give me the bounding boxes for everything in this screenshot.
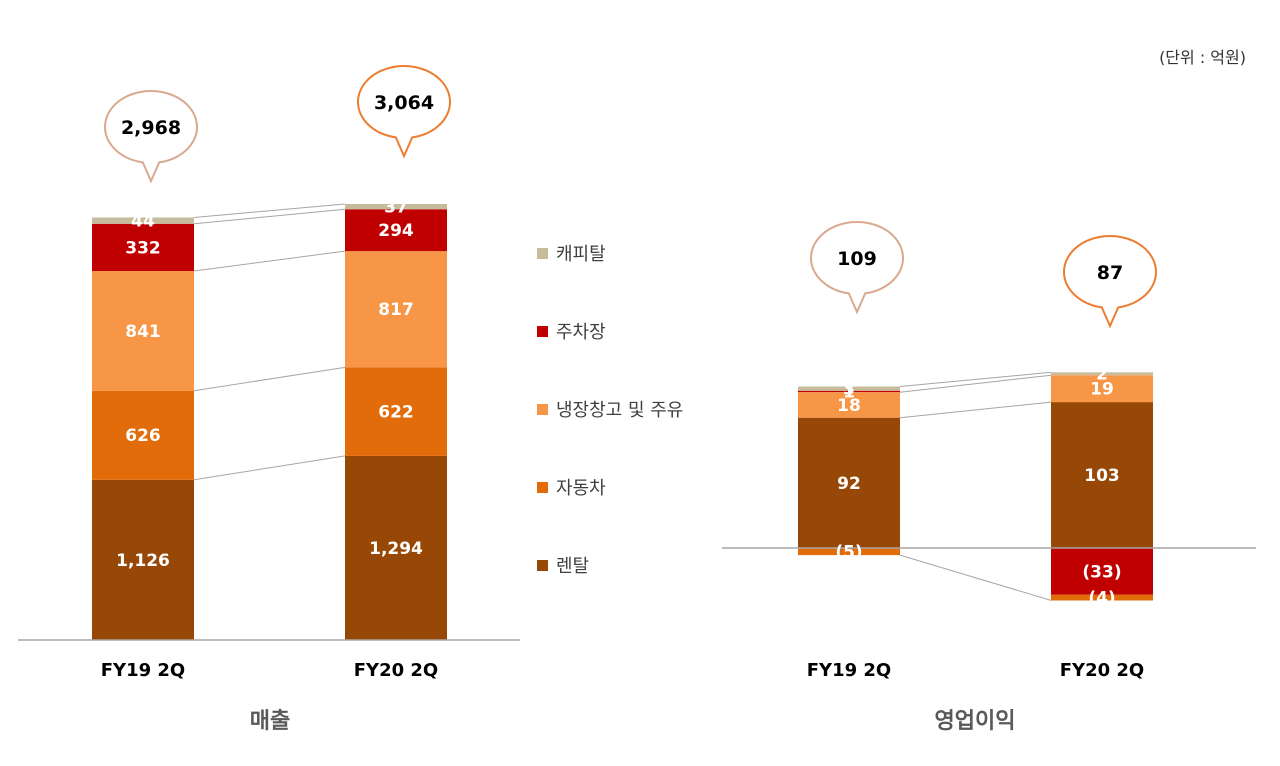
connector-line: [899, 401, 1052, 419]
connector-line: [193, 208, 346, 225]
segment-label-parking: 332: [125, 238, 161, 258]
segment-label-auto: (4): [1088, 589, 1115, 609]
total-bubble: [357, 65, 451, 159]
total-label: 87: [1097, 262, 1123, 284]
bar-segment-parking: [345, 209, 447, 252]
segment-label-rental: 1,126: [116, 551, 170, 571]
segment-label-rental: 1,294: [369, 539, 423, 559]
connector-line: [899, 371, 1052, 387]
legend-swatch-rental: [537, 560, 548, 571]
connector-line: [193, 203, 346, 218]
segment-label-rental: 103: [1084, 466, 1120, 486]
bar-segment-auto: [1051, 594, 1153, 601]
segment-label-fridge: 841: [125, 322, 161, 342]
connector-line: [193, 366, 346, 392]
connector-line: [899, 554, 1052, 601]
legend-swatch-capital: [537, 248, 548, 259]
legend-label-parking: 주차장: [556, 322, 606, 343]
bar-segment-rental: [798, 417, 900, 548]
category-label: FY19 2Q: [807, 660, 891, 681]
unit-label: (단위 : 억원): [1159, 48, 1246, 67]
segment-label-fridge: 18: [837, 396, 861, 416]
connector-line: [899, 374, 1052, 393]
bar-segments: [92, 204, 1153, 640]
bar-segment-capital: [1051, 372, 1153, 376]
segment-label-parking: 294: [378, 221, 414, 241]
category-label: FY20 2Q: [354, 660, 438, 681]
connector-line: [193, 250, 346, 272]
category-label: FY19 2Q: [101, 660, 185, 681]
category-labels: FY19 2Q FY20 2Q FY19 2Q FY20 2Q: [101, 660, 1144, 681]
legend-swatch-parking: [537, 326, 548, 337]
segment-label-parking: 1: [843, 383, 855, 403]
bar-segment-fridge: [92, 271, 194, 391]
bar-segment-rental: [1051, 402, 1153, 548]
legend-swatch-fridge: [537, 404, 548, 415]
legend-label-fridge: 냉장창고 및 주유: [556, 400, 683, 421]
segment-label-auto: 622: [378, 403, 414, 423]
chart-title: 매출: [250, 709, 290, 734]
bar-segment-rental: [345, 455, 447, 640]
segment-label-auto: (5): [835, 543, 862, 563]
bar-segment-fridge: [798, 392, 900, 418]
connector-lines: [193, 203, 1052, 641]
segment-label-fridge: 19: [1090, 380, 1114, 400]
legend-swatch-auto: [537, 482, 548, 493]
connector-line: [193, 455, 346, 481]
category-label: FY20 2Q: [1060, 660, 1144, 681]
bar-segment-rental: [92, 479, 194, 640]
chart-title: 영업이익: [935, 709, 1016, 734]
segment-label-parking: (33): [1082, 562, 1121, 582]
segment-label-fridge: 817: [378, 300, 414, 320]
bar-segment-capital: [798, 386, 900, 391]
segment-label-capital: 37: [384, 198, 408, 218]
bar-segment-parking: [798, 390, 900, 393]
total-bubble: [1063, 235, 1157, 329]
total-label: 109: [837, 248, 877, 270]
segment-label-rental: 92: [837, 474, 861, 494]
total-label: 3,064: [374, 92, 434, 114]
bar-segment-auto: [798, 548, 900, 556]
chart-titles: 매출 영업이익: [250, 709, 1016, 734]
legend-label-auto: 자동차: [556, 478, 606, 499]
legend-label-rental: 렌탈: [556, 556, 589, 577]
total-label: 2,968: [121, 117, 181, 139]
total-bubble: [104, 90, 198, 184]
bar-segment-capital: [345, 204, 447, 210]
bar-segment-capital: [92, 217, 194, 224]
bar-segment-fridge: [345, 251, 447, 368]
bar-segment-auto: [345, 367, 447, 456]
bar-segment-fridge: [1051, 375, 1153, 403]
total-bubble: [810, 221, 904, 315]
bar-segment-parking: [1051, 548, 1153, 595]
segment-label-auto: 626: [125, 426, 161, 446]
bar-segment-auto: [92, 390, 194, 480]
segment-label-capital: 44: [131, 212, 155, 232]
legend-label-capital: 캐피탈: [556, 244, 606, 265]
segment-label-capital: 3: [843, 380, 855, 400]
bar-segment-parking: [92, 223, 194, 271]
total-bubbles: 2,968 3,064 109 87: [104, 65, 1157, 329]
chart-axes: [18, 547, 1256, 641]
segment-label-capital: 2: [1096, 365, 1108, 385]
